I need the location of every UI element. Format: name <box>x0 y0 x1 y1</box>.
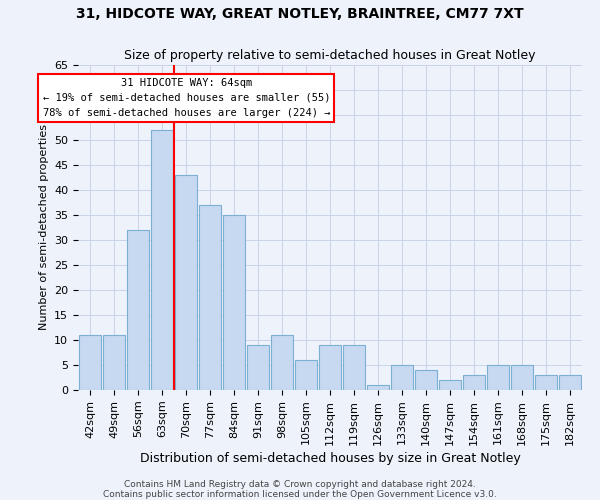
Bar <box>271 335 293 390</box>
X-axis label: Distribution of semi-detached houses by size in Great Notley: Distribution of semi-detached houses by … <box>140 452 520 464</box>
Text: 31 HIDCOTE WAY: 64sqm
← 19% of semi-detached houses are smaller (55)
78% of semi: 31 HIDCOTE WAY: 64sqm ← 19% of semi-deta… <box>43 78 330 118</box>
Bar <box>223 215 245 390</box>
Bar <box>367 385 389 390</box>
Bar <box>391 365 413 390</box>
Bar <box>535 375 557 390</box>
Bar <box>175 175 197 390</box>
Text: Contains HM Land Registry data © Crown copyright and database right 2024.
Contai: Contains HM Land Registry data © Crown c… <box>103 480 497 499</box>
Title: Size of property relative to semi-detached houses in Great Notley: Size of property relative to semi-detach… <box>124 50 536 62</box>
Bar <box>511 365 533 390</box>
Bar <box>463 375 485 390</box>
Bar <box>559 375 581 390</box>
Bar <box>343 345 365 390</box>
Bar <box>199 205 221 390</box>
Bar <box>415 370 437 390</box>
Bar <box>79 335 101 390</box>
Bar <box>103 335 125 390</box>
Bar <box>151 130 173 390</box>
Bar <box>487 365 509 390</box>
Y-axis label: Number of semi-detached properties: Number of semi-detached properties <box>38 124 49 330</box>
Bar <box>319 345 341 390</box>
Bar <box>295 360 317 390</box>
Bar <box>247 345 269 390</box>
Text: 31, HIDCOTE WAY, GREAT NOTLEY, BRAINTREE, CM77 7XT: 31, HIDCOTE WAY, GREAT NOTLEY, BRAINTREE… <box>76 8 524 22</box>
Bar <box>127 230 149 390</box>
Bar <box>439 380 461 390</box>
